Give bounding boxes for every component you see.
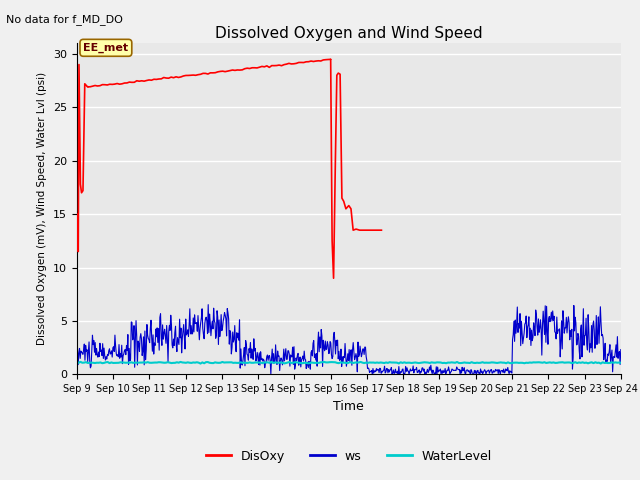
Legend: DisOxy, ws, WaterLevel: DisOxy, ws, WaterLevel xyxy=(201,444,497,468)
X-axis label: Time: Time xyxy=(333,400,364,413)
Text: No data for f_MD_DO: No data for f_MD_DO xyxy=(6,14,124,25)
Title: Dissolved Oxygen and Wind Speed: Dissolved Oxygen and Wind Speed xyxy=(215,25,483,41)
Y-axis label: Dissolved Oxygen (mV), Wind Speed, Water Lvl (psi): Dissolved Oxygen (mV), Wind Speed, Water… xyxy=(37,72,47,346)
Text: EE_met: EE_met xyxy=(83,43,129,53)
